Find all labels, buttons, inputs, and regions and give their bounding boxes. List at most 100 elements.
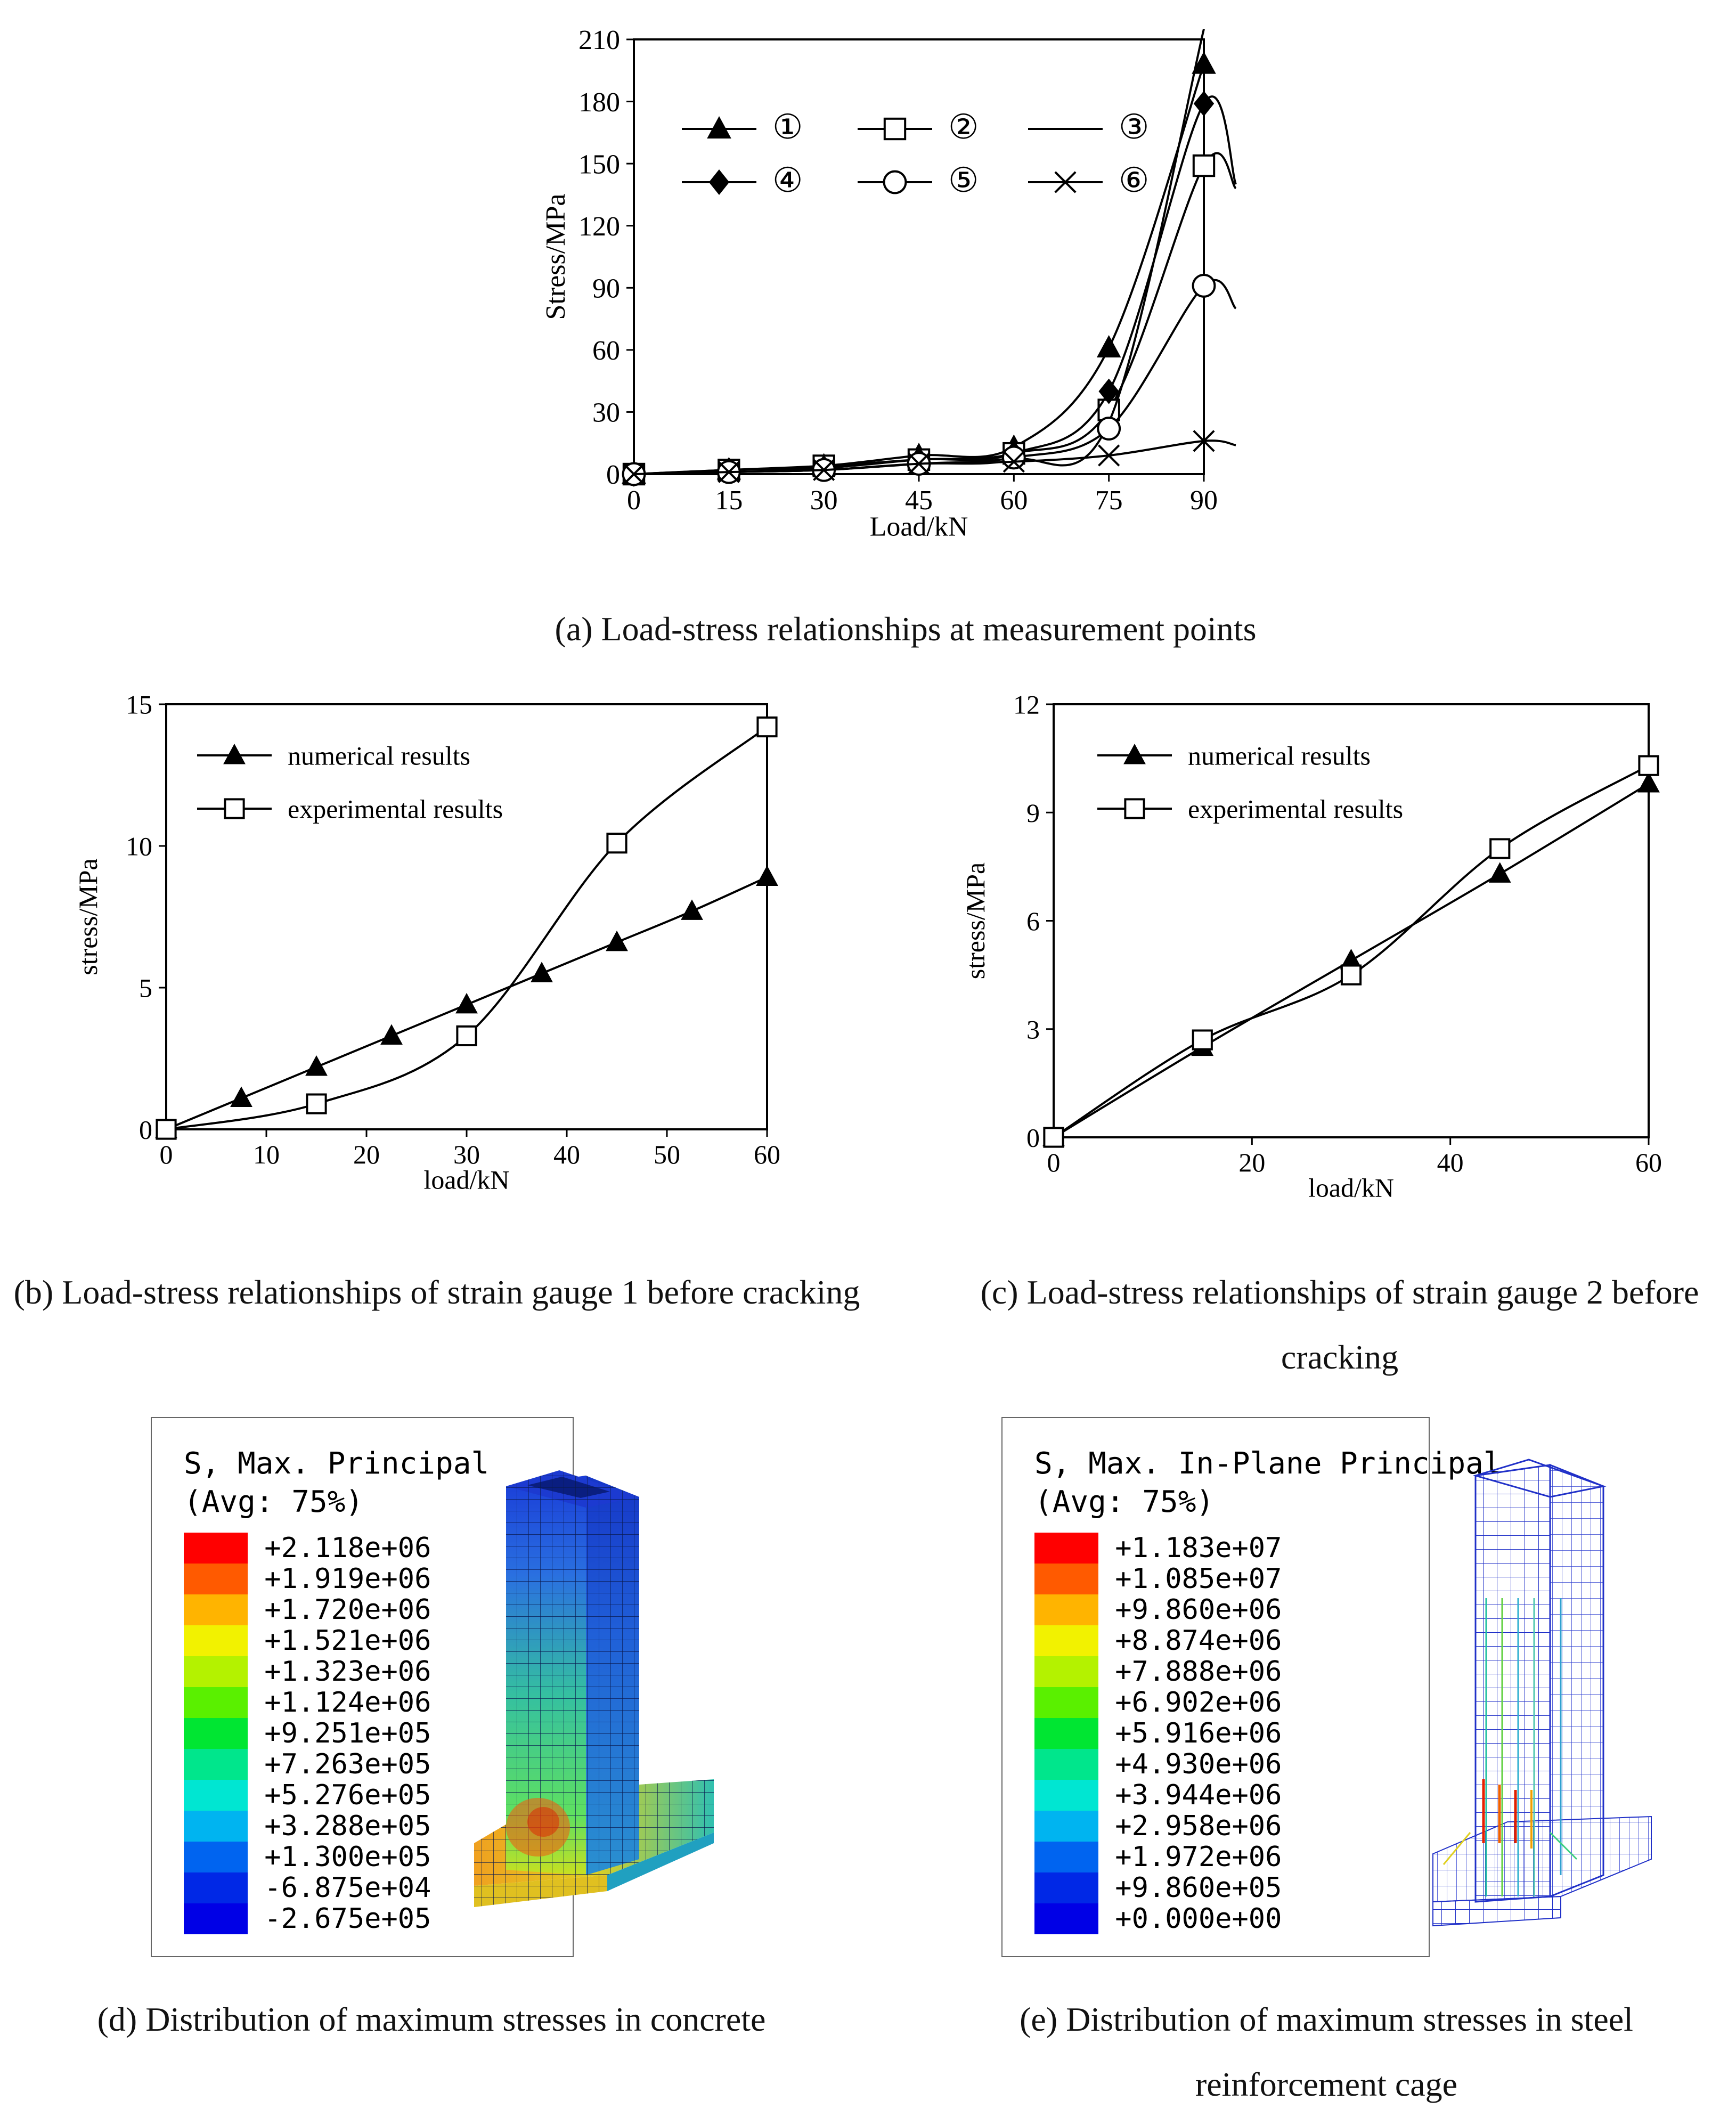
caption-d: (d) Distribution of maximum stresses in …	[97, 2000, 766, 2038]
x-axis-label: load/kN	[1308, 1173, 1394, 1203]
color-swatch	[184, 1625, 248, 1656]
y-tick-label: 90	[592, 273, 620, 304]
legend-marker-1	[1123, 744, 1146, 764]
legend-value: +3.944e+06	[1098, 1779, 1282, 1811]
legend-marker-2	[1124, 798, 1145, 819]
color-swatch	[184, 1872, 248, 1903]
color-swatch	[184, 1718, 248, 1749]
y-tick-label: 180	[578, 87, 620, 118]
legend-row: +9.860e+05	[1034, 1872, 1282, 1903]
color-swatch	[184, 1749, 248, 1780]
legend-value: +7.888e+06	[1098, 1656, 1282, 1688]
series-point-1	[305, 1055, 328, 1076]
series-point-2	[1192, 154, 1216, 177]
legend-row: +5.276e+05	[184, 1780, 431, 1811]
legend-row: +7.263e+05	[184, 1749, 431, 1780]
series-point-2	[156, 1119, 177, 1140]
series-line-6	[633, 439, 1236, 475]
color-swatch	[184, 1842, 248, 1872]
x-tick-label: 10	[253, 1139, 280, 1169]
legend-value: +7.263e+05	[248, 1748, 431, 1780]
color-swatch	[184, 1687, 248, 1718]
legend-label-2: experimental results	[288, 794, 503, 824]
x-tick-label: 20	[1238, 1147, 1265, 1177]
legend-label-1: numerical results	[1188, 741, 1371, 771]
legend-row: +1.085e+07	[1034, 1564, 1282, 1594]
legend-d-title: S, Max. Principal	[184, 1446, 490, 1481]
legend-value: +1.521e+06	[248, 1625, 431, 1657]
legend-value: +1.323e+06	[248, 1656, 431, 1688]
color-swatch	[1034, 1594, 1098, 1625]
x-tick-label: 60	[1000, 485, 1028, 516]
chart-a: 0 15 30 45 60 75 90 0 30 60 90 120 150 180 210 Load/kN S…	[541, 25, 1237, 542]
y-tick-label: 30	[592, 398, 620, 428]
series-point-6	[1193, 430, 1215, 452]
series-point-6	[1003, 451, 1025, 473]
series-point-6	[1098, 444, 1120, 467]
color-swatch	[1034, 1625, 1098, 1656]
series-point-2	[1638, 755, 1659, 776]
series-point-6	[623, 463, 645, 485]
legend-value: +2.118e+06	[248, 1532, 431, 1564]
legend-row: +2.958e+06	[1034, 1811, 1282, 1842]
legend-row: +1.972e+06	[1034, 1842, 1282, 1872]
series-line-2	[166, 726, 768, 1130]
x-tick-label: 0	[627, 485, 641, 516]
series-point-5	[1001, 445, 1026, 470]
series-line-2	[633, 152, 1237, 475]
color-swatch	[184, 1594, 248, 1625]
legend-row: +1.919e+06	[184, 1564, 431, 1594]
legend-value: +1.720e+06	[248, 1594, 431, 1626]
series-point-4	[1098, 378, 1119, 404]
legend-value: +1.300e+05	[248, 1841, 431, 1873]
x-tick-label: 15	[715, 485, 743, 516]
legend-label-6: ⑥	[1119, 161, 1149, 199]
legend-value: +1.085e+07	[1098, 1563, 1282, 1595]
y-tick-label: 120	[578, 211, 620, 242]
y-axis-label: Stress/MPa	[541, 194, 571, 320]
legend-value: +9.860e+06	[1098, 1594, 1282, 1626]
series-point-1	[1192, 51, 1216, 74]
color-swatch	[184, 1533, 248, 1564]
legend-label-4: ④	[772, 161, 803, 199]
legend-e-subtitle: (Avg: 75%)	[1034, 1485, 1215, 1519]
series-point-2	[306, 1093, 327, 1114]
color-swatch	[184, 1903, 248, 1934]
chart-c-plot: 0 20 40 60 0 3 6 9 12 load/kN stress/MPa numerical …	[960, 690, 1662, 1203]
legend-value: -6.875e+04	[248, 1872, 431, 1904]
series-point-6	[718, 461, 740, 483]
legend-row: +3.288e+05	[184, 1811, 431, 1842]
series-line-5	[633, 279, 1237, 475]
legend-row: +4.930e+06	[1034, 1749, 1282, 1780]
color-swatch	[184, 1656, 248, 1687]
color-swatch	[1034, 1687, 1098, 1718]
y-tick-label: 0	[606, 460, 620, 490]
caption-e: (e) Distribution of maximum stresses in …	[1020, 2000, 1633, 2103]
legend-e: S, Max. In-Plane Principal (Avg: 75%) +1…	[1001, 1417, 1502, 1957]
legend-row: +0.000e+00	[1034, 1903, 1282, 1934]
legend-row: +9.251e+05	[184, 1718, 431, 1749]
legend-value: +1.972e+06	[1098, 1841, 1282, 1873]
x-tick-label: 75	[1095, 485, 1123, 516]
legend-row: +6.902e+06	[1034, 1687, 1282, 1718]
steel-cage-model-image	[1432, 1459, 1652, 1927]
series-point-5	[1192, 274, 1216, 298]
series-line-4	[633, 95, 1237, 475]
series-point-1	[1096, 335, 1121, 357]
legend-row: -2.675e+05	[184, 1903, 431, 1934]
series-point-1	[531, 962, 553, 982]
legend-row: +1.124e+06	[184, 1687, 431, 1718]
x-tick-label: 30	[453, 1139, 480, 1169]
series-point-1	[1637, 772, 1660, 793]
series-point-1	[606, 930, 628, 951]
legend-row: +2.118e+06	[184, 1533, 431, 1564]
x-tick-label: 40	[553, 1139, 580, 1169]
legend-marker-1	[707, 116, 731, 139]
y-tick-label: 10	[126, 832, 152, 861]
color-swatch	[1034, 1780, 1098, 1811]
legend-row: -6.875e+04	[184, 1872, 431, 1903]
legend-row: +5.916e+06	[1034, 1718, 1282, 1749]
caption-c: (c) Load-stress relationships of strain …	[980, 1273, 1699, 1376]
legend-value: +5.916e+06	[1098, 1717, 1282, 1749]
x-tick-label: 0	[160, 1139, 173, 1169]
